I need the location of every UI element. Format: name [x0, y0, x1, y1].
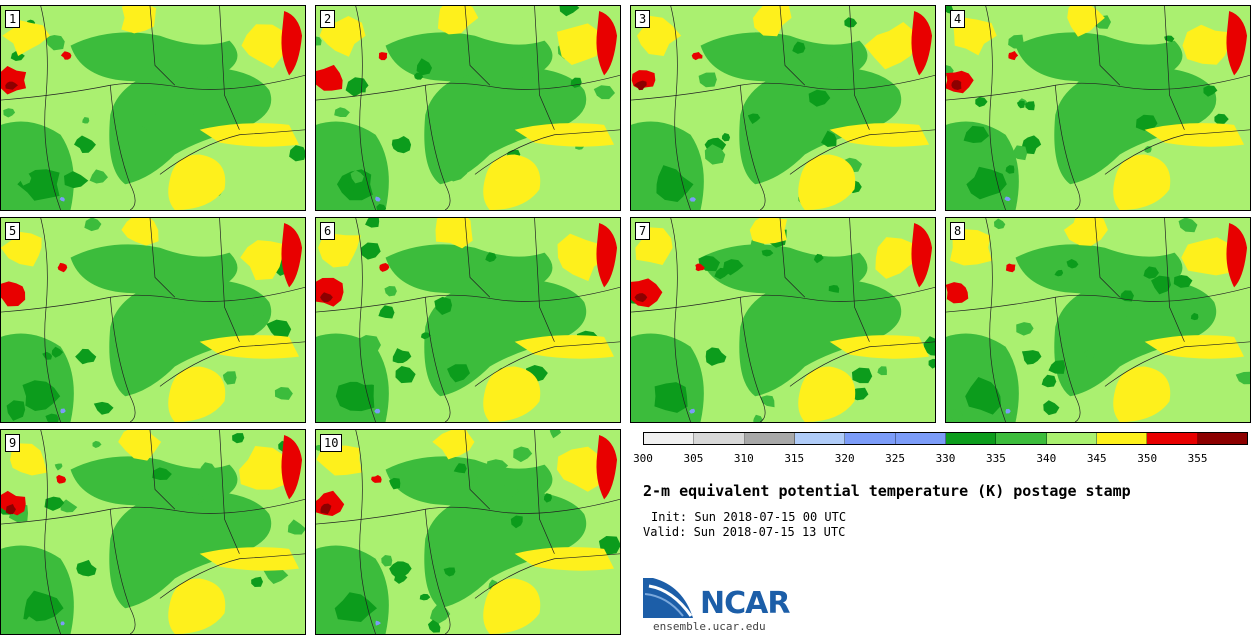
colorbar-segment: [694, 433, 745, 444]
panel-number: 6: [320, 222, 336, 240]
init-time: Init: Sun 2018-07-15 00 UTC: [651, 510, 847, 524]
colorbar-segment: [744, 433, 795, 444]
panel-10[interactable]: 10: [315, 429, 621, 635]
panel-8[interactable]: 8: [945, 217, 1251, 423]
colorbar-segment: [1096, 433, 1148, 444]
colorbar-segment: [1197, 433, 1247, 444]
colorbar-segment: [794, 433, 846, 444]
panel-number: 9: [5, 434, 21, 452]
colorbar-segment: [945, 433, 997, 444]
colorbar-tick-label: 320: [834, 452, 855, 465]
panel-7[interactable]: 7: [630, 217, 936, 423]
page-title: 2-m equivalent potential temperature (K)…: [643, 482, 1131, 500]
panel-number: 4: [950, 10, 966, 28]
stamp-map: [316, 430, 620, 634]
colorbar-tick-label: 350: [1137, 452, 1158, 465]
panel-5[interactable]: 5: [0, 217, 306, 423]
colorbar-tick-label: 355: [1187, 452, 1208, 465]
colorbar-tick-label: 315: [784, 452, 805, 465]
panel-number: 2: [320, 10, 336, 28]
panel-number: 3: [635, 10, 651, 28]
panel-number: 8: [950, 222, 966, 240]
stamp-map: [946, 6, 1250, 210]
panel-number: 5: [5, 222, 21, 240]
stamp-map: [631, 6, 935, 210]
colorbar-tick-label: 325: [885, 452, 906, 465]
colorbar: [643, 432, 1248, 445]
colorbar-tick-label: 305: [683, 452, 704, 465]
panel-3[interactable]: 3: [630, 5, 936, 211]
panel-4[interactable]: 4: [945, 5, 1251, 211]
colorbar-segment: [644, 433, 695, 444]
panel-number: 10: [320, 434, 343, 452]
colorbar-tick-label: 310: [733, 452, 754, 465]
colorbar-segment: [1046, 433, 1097, 444]
stamp-map: [316, 218, 620, 422]
stamp-map: [946, 218, 1250, 422]
colorbar-tick-label: 300: [633, 452, 653, 465]
colorbar-tick-label: 340: [1036, 452, 1057, 465]
colorbar-segment: [845, 433, 896, 444]
stamp-map: [1, 218, 305, 422]
stamp-map: [631, 218, 935, 422]
panel-number: 1: [5, 10, 21, 28]
panel-1[interactable]: 1: [0, 5, 306, 211]
colorbar-tick-label: 345: [1086, 452, 1107, 465]
panel-6[interactable]: 6: [315, 217, 621, 423]
panel-2[interactable]: 2: [315, 5, 621, 211]
colorbar-segment: [1147, 433, 1198, 444]
ncar-logo-icon: [643, 578, 693, 618]
site-url[interactable]: ensemble.ucar.edu: [653, 620, 766, 633]
panel-number: 7: [635, 222, 651, 240]
valid-time: Valid: Sun 2018-07-15 13 UTC: [643, 525, 846, 539]
stamp-map: [1, 430, 305, 634]
colorbar-tick-label: 330: [935, 452, 956, 465]
panel-9[interactable]: 9: [0, 429, 306, 635]
stamp-map: [316, 6, 620, 210]
ncar-logo-text: NCAR: [700, 586, 790, 621]
colorbar-tick-label: 335: [985, 452, 1006, 465]
stamp-map: [1, 6, 305, 210]
colorbar-segment: [895, 433, 946, 444]
colorbar-segment: [996, 433, 1047, 444]
